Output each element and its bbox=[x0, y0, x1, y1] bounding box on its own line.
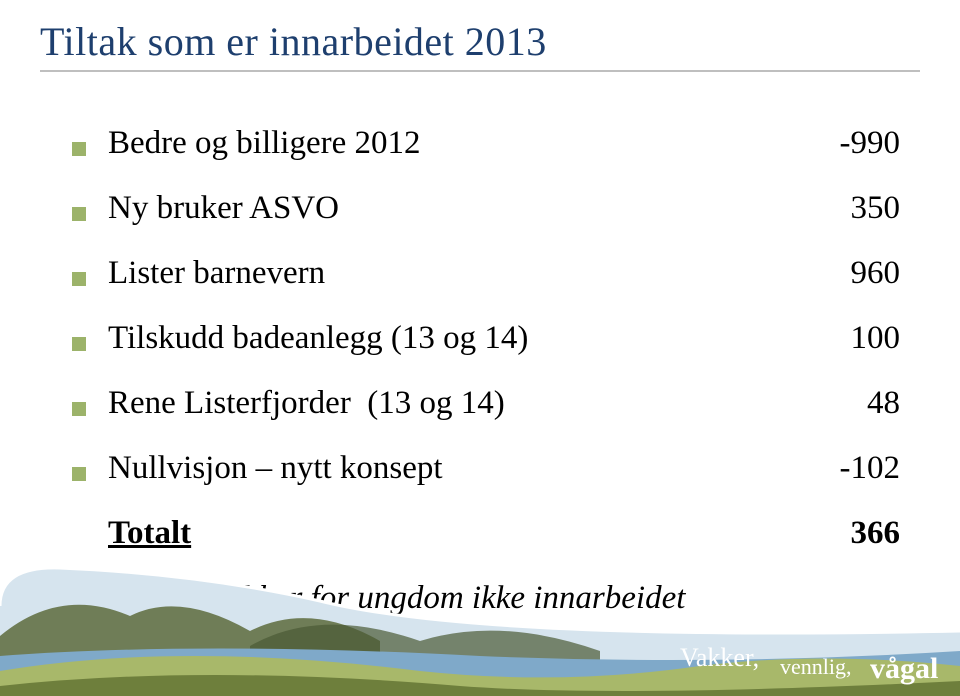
list-item: Sommerjobber for ungdom ikke innarbeidet bbox=[72, 580, 900, 617]
bullet-icon bbox=[72, 142, 86, 156]
item-label: Sommerjobber for ungdom ikke innarbeidet bbox=[108, 580, 685, 617]
item-value: -102 bbox=[780, 450, 900, 487]
bullet-list: Bedre og billigere 2012 -990 Ny bruker A… bbox=[72, 125, 900, 617]
bullet-icon bbox=[72, 337, 86, 351]
item-value: 366 bbox=[780, 515, 900, 552]
list-item: Lister barnevern 960 bbox=[72, 255, 900, 292]
bullet-icon bbox=[72, 272, 86, 286]
list-item: Bedre og billigere 2012 -990 bbox=[72, 125, 900, 162]
bullet-icon bbox=[72, 597, 86, 611]
bullet-icon bbox=[72, 207, 86, 221]
item-label: Totalt bbox=[108, 515, 191, 552]
item-label: Ny bruker ASVO bbox=[108, 190, 339, 227]
footer-script-1: Vakker, bbox=[680, 643, 759, 672]
item-label: Tilskudd badeanlegg (13 og 14) bbox=[108, 320, 528, 357]
list-item: Ny bruker ASVO 350 bbox=[72, 190, 900, 227]
content-area: Bedre og billigere 2012 -990 Ny bruker A… bbox=[72, 125, 900, 645]
item-value: 960 bbox=[780, 255, 900, 292]
item-label: Rene Listerfjorder (13 og 14) bbox=[108, 385, 505, 422]
list-item: Rene Listerfjorder (13 og 14) 48 bbox=[72, 385, 900, 422]
item-value: 350 bbox=[780, 190, 900, 227]
slide-title: Tiltak som er innarbeidet 2013 bbox=[40, 18, 920, 65]
item-value bbox=[780, 580, 900, 617]
list-item: Tilskudd badeanlegg (13 og 14) 100 bbox=[72, 320, 900, 357]
item-value: -990 bbox=[780, 125, 900, 162]
item-label: Nullvisjon – nytt konsept bbox=[108, 450, 443, 487]
slide: Tiltak som er innarbeidet 2013 Bedre og … bbox=[0, 0, 960, 696]
footer-brand: vågal bbox=[870, 652, 938, 685]
title-wrap: Tiltak som er innarbeidet 2013 bbox=[40, 18, 920, 65]
bullet-icon bbox=[72, 402, 86, 416]
item-label: Bedre og billigere 2012 bbox=[108, 125, 421, 162]
list-item: Nullvisjon – nytt konsept -102 bbox=[72, 450, 900, 487]
title-underline bbox=[40, 70, 920, 72]
item-value: 100 bbox=[780, 320, 900, 357]
item-label: Lister barnevern bbox=[108, 255, 325, 292]
item-value: 48 bbox=[780, 385, 900, 422]
footer-script-2: vennlig, bbox=[780, 654, 852, 679]
bullet-icon bbox=[72, 467, 86, 481]
list-item-total: Totalt 366 bbox=[72, 515, 900, 552]
